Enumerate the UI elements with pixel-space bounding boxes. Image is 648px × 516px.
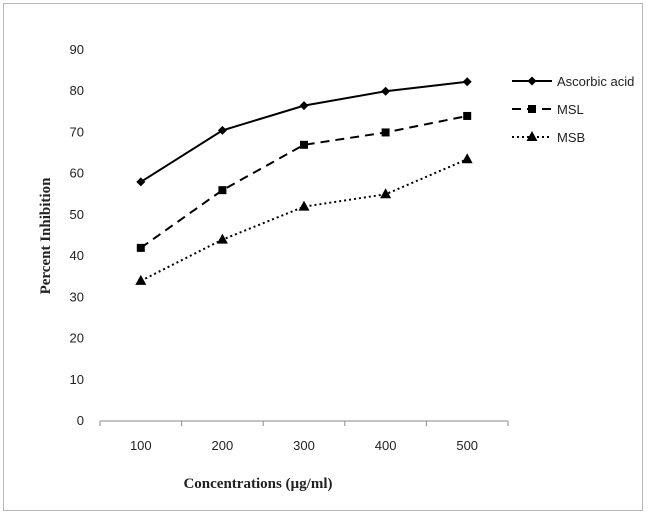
legend-label: MSB	[557, 130, 585, 145]
y-tick-label: 60	[70, 166, 84, 181]
series-layer	[135, 77, 473, 285]
series-ascorbic-acid	[136, 77, 472, 187]
square-marker	[218, 186, 227, 195]
square-marker	[300, 140, 308, 149]
legend-label: Ascorbic acid	[557, 74, 634, 89]
diamond-marker	[462, 77, 472, 87]
legend-item: MSB	[512, 130, 585, 145]
diamond-marker	[381, 86, 391, 96]
triangle-marker	[380, 188, 392, 199]
series-line	[140, 114, 468, 249]
chart-frame	[3, 3, 643, 511]
x-axis-title: Concentrations (µg/ml)	[183, 476, 332, 492]
x-tick-label: 100	[130, 438, 152, 453]
legend-item: Ascorbic acid	[512, 74, 634, 89]
series-line	[140, 80, 468, 183]
square-marker	[463, 111, 472, 120]
y-tick-label: 30	[70, 289, 84, 304]
triangle-marker	[526, 131, 538, 141]
y-axis: 0 10 20 30 40 50 60 70 80 90	[70, 42, 84, 428]
series-msl	[136, 111, 472, 252]
legend-label: MSL	[557, 102, 584, 117]
diamond-marker	[527, 76, 537, 86]
x-tick-label: 300	[293, 438, 315, 453]
triangle-marker	[298, 200, 310, 211]
y-axis-title: Percent Inhibition	[38, 177, 54, 294]
diamond-marker	[217, 125, 227, 135]
series-line	[140, 158, 468, 282]
y-tick-label: 0	[77, 413, 84, 428]
legend-item: MSL	[512, 102, 584, 117]
square-marker	[381, 128, 390, 137]
diamond-marker	[136, 177, 146, 187]
diamond-marker	[299, 101, 309, 111]
y-tick-label: 50	[70, 207, 84, 222]
x-tick-label: 400	[375, 438, 397, 453]
square-marker	[136, 243, 145, 252]
y-tick-label: 20	[70, 331, 84, 346]
x-tick-label: 500	[456, 438, 478, 453]
triangle-marker	[216, 233, 228, 244]
x-axis: 100 200 300 400 500	[99, 420, 509, 453]
y-tick-label: 80	[70, 83, 84, 98]
y-tick-label: 40	[70, 248, 84, 263]
triangle-marker	[135, 274, 147, 285]
series-msb	[135, 153, 473, 285]
triangle-marker	[461, 153, 473, 164]
legend: Ascorbic acid MSL MSB	[512, 74, 634, 145]
y-tick-label: 10	[70, 372, 84, 387]
square-marker	[528, 105, 536, 113]
y-tick-label: 70	[70, 124, 84, 139]
y-tick-label: 90	[70, 42, 84, 57]
x-tick-label: 200	[212, 438, 234, 453]
